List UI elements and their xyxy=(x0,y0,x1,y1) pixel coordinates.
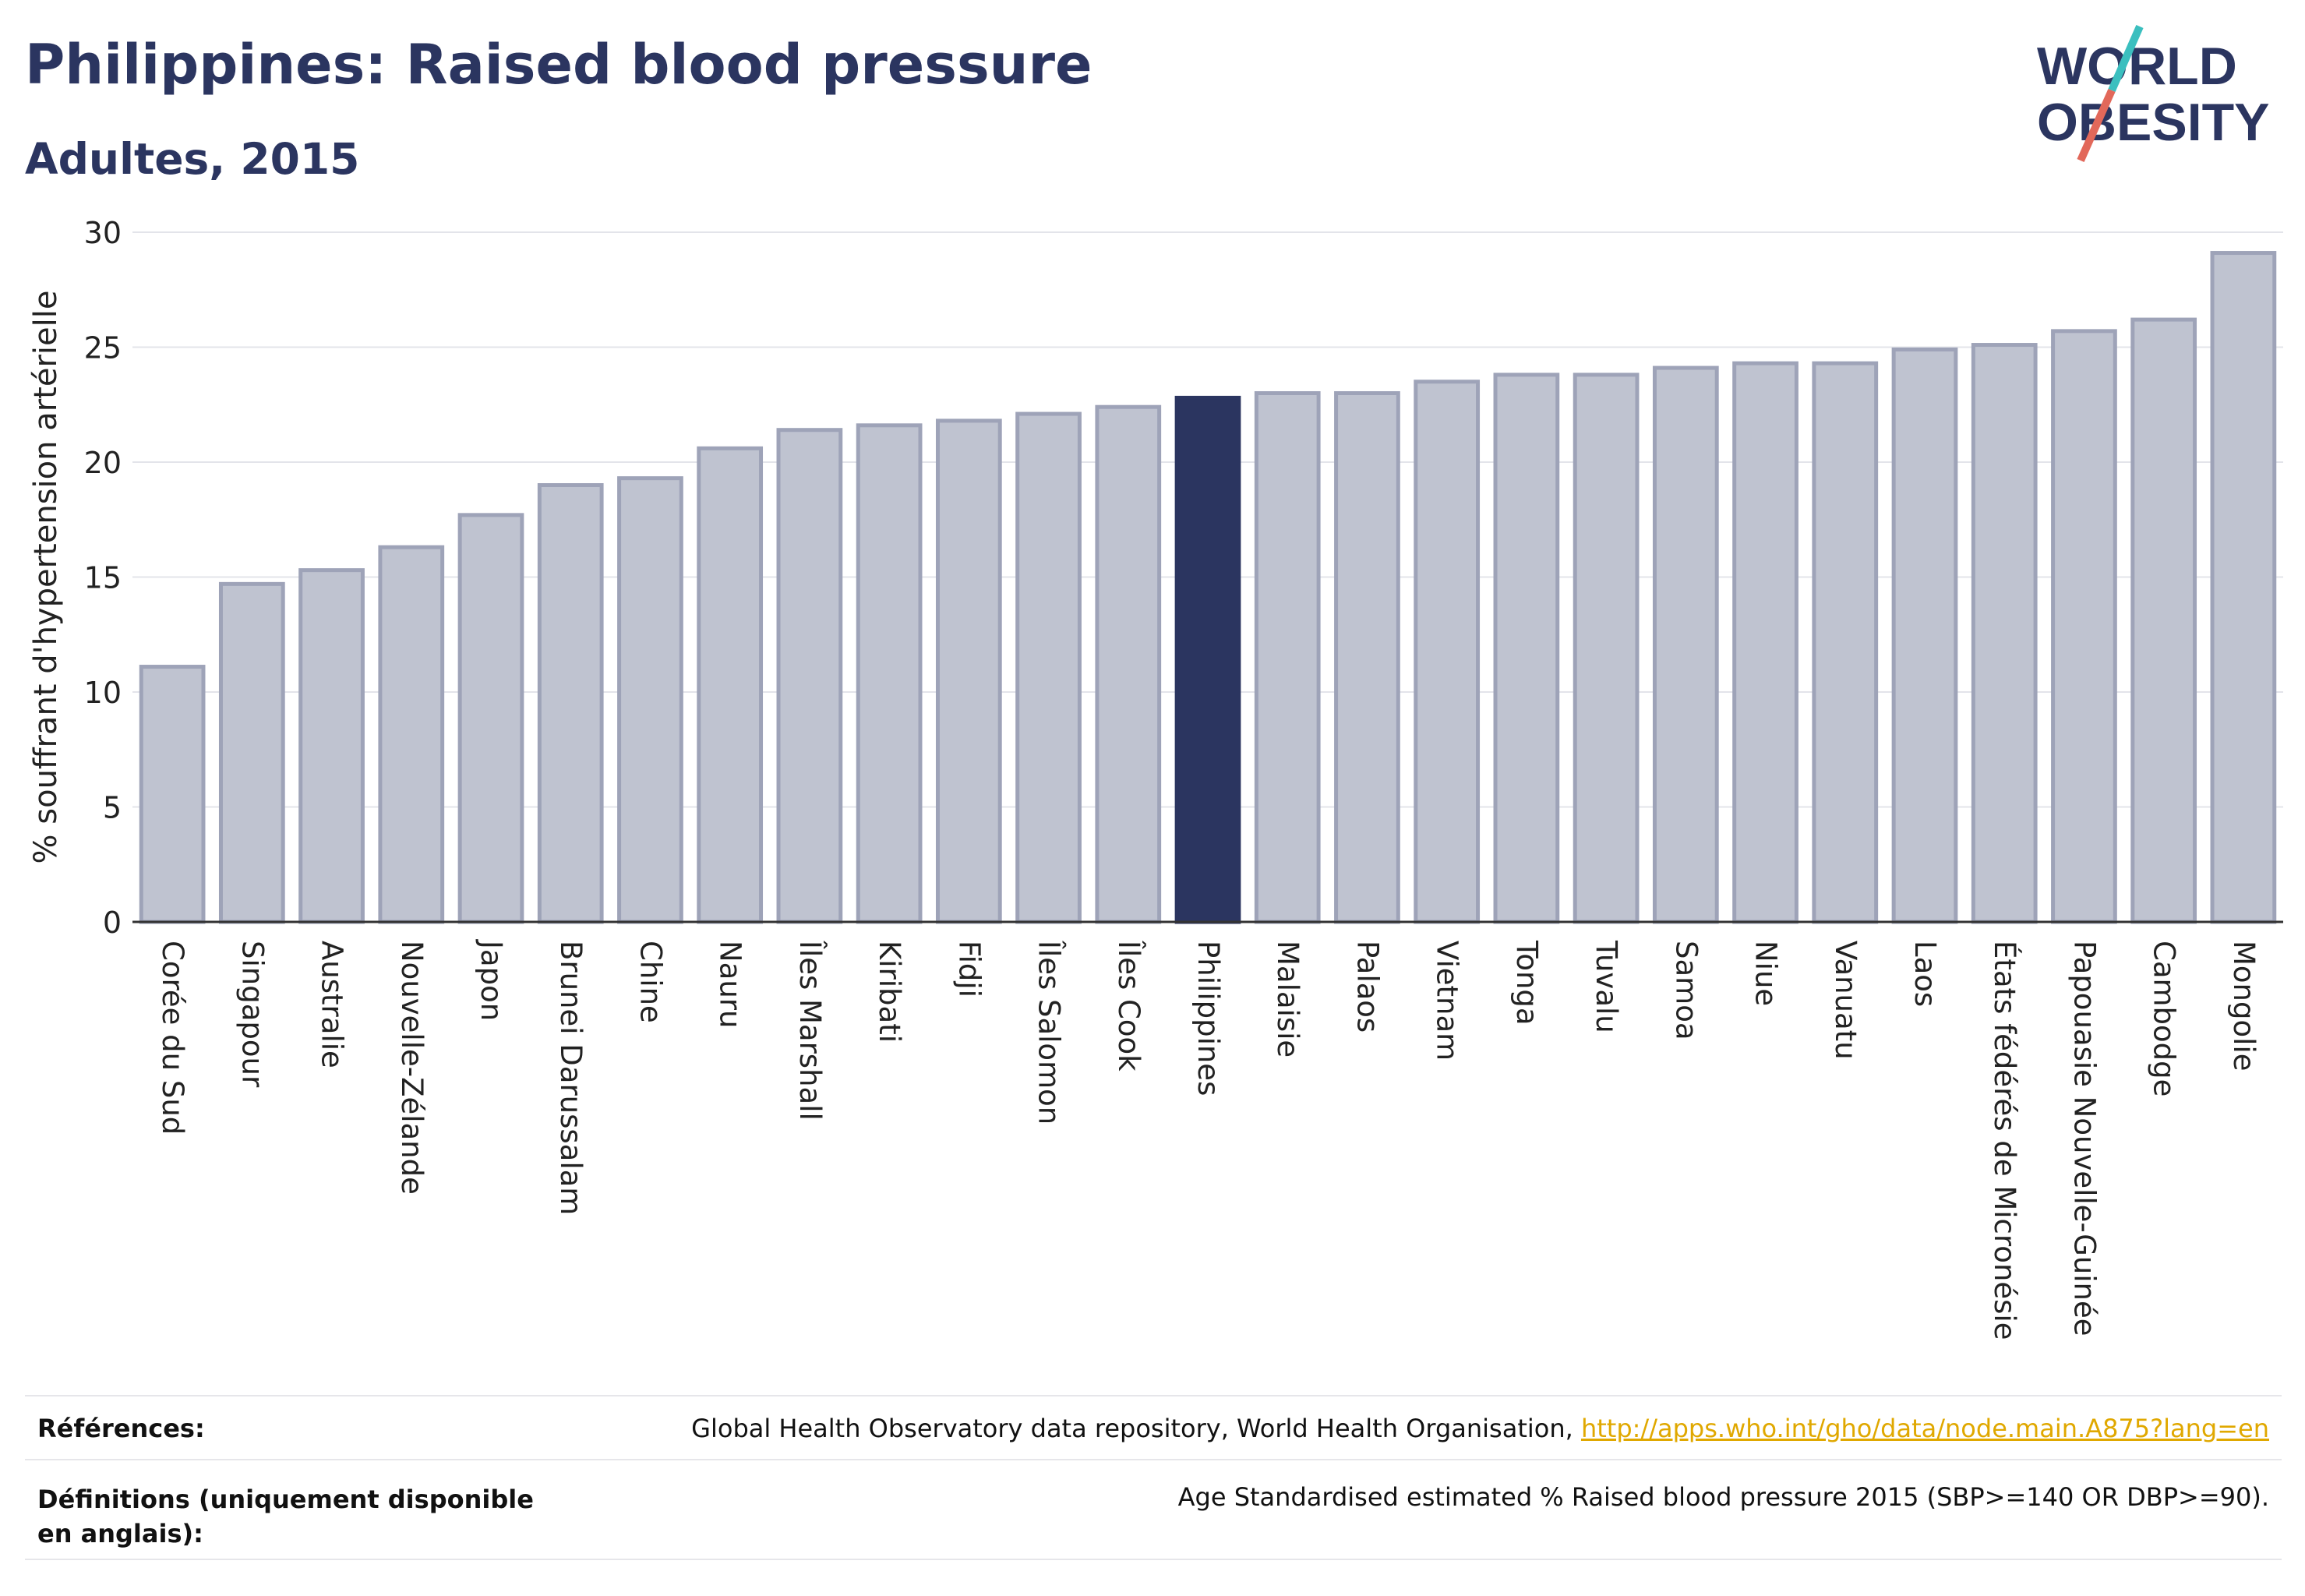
bar xyxy=(1015,411,1082,924)
definitions-label: Définitions (uniquement disponible en an… xyxy=(37,1485,534,1548)
bar xyxy=(697,446,764,924)
bar xyxy=(537,483,604,924)
x-tick-label: Japon xyxy=(475,939,508,1021)
bar xyxy=(1095,404,1162,924)
bar xyxy=(935,418,1002,924)
bar xyxy=(1891,347,1958,924)
bar xyxy=(1732,361,1798,924)
x-tick-label: Philippines xyxy=(1191,941,1225,1096)
bar xyxy=(139,665,206,924)
y-tick-label: 5 xyxy=(103,791,122,825)
references-text: Global Health Observatory data repositor… xyxy=(691,1414,1581,1443)
bar xyxy=(1971,343,2038,924)
x-tick-label: Tuvalu xyxy=(1590,940,1623,1033)
logo-graphic: WORLD OBESITY xyxy=(2037,24,2270,163)
bar-chart: 0 5 10 15 20 25 30 % souffrant d'hypertension a… xyxy=(28,216,2283,1340)
references-value: Global Health Observatory data repositor… xyxy=(691,1414,2269,1443)
bar xyxy=(2210,251,2277,924)
y-tick-label: 15 xyxy=(84,561,122,595)
bar xyxy=(1174,395,1241,924)
references-link[interactable]: http://apps.who.int/gho/data/node.main.A… xyxy=(1580,1414,2269,1443)
logo-slash-teal xyxy=(2108,24,2144,93)
bar xyxy=(378,545,445,924)
x-tick-label: Îles Salomon xyxy=(1032,940,1067,1125)
logo-line1: WORLD xyxy=(2037,37,2237,96)
x-tick-label: Singapour xyxy=(235,941,269,1088)
bar xyxy=(1573,373,1640,924)
x-tick-label: Australie xyxy=(316,941,349,1068)
bar xyxy=(2130,317,2197,924)
x-tick-label: Mongolie xyxy=(2227,941,2261,1071)
y-tick-label: 0 xyxy=(103,906,122,940)
x-tick-label: Vanuatu xyxy=(1829,941,1862,1060)
x-tick-label: Tonga xyxy=(1510,940,1544,1026)
x-tick-label: Niue xyxy=(1749,941,1783,1006)
definitions-value: Age Standardised estimated % Raised bloo… xyxy=(1177,1482,2269,1512)
x-tick-label: États fédérés de Micronésie xyxy=(1988,941,2022,1340)
bar xyxy=(457,513,524,924)
bar xyxy=(1334,391,1400,924)
bar xyxy=(1414,380,1481,924)
x-tick-label: Corée du Sud xyxy=(156,941,189,1135)
bar xyxy=(1254,391,1321,924)
logo-line2: OBESITY xyxy=(2037,93,2270,152)
x-tick-label: Kiribati xyxy=(873,941,906,1043)
bar xyxy=(218,581,285,924)
references-label: Références: xyxy=(37,1414,205,1443)
page-title: Philippines: Raised blood pressure xyxy=(25,33,1092,97)
x-tick-label: Laos xyxy=(1908,941,1942,1007)
x-tick-label: Nauru xyxy=(714,941,747,1028)
x-tick-label: Samoa xyxy=(1669,941,1703,1040)
x-tick-label: Brunei Darussalam xyxy=(554,941,588,1215)
bar xyxy=(1812,361,1879,924)
bar xyxy=(856,423,923,924)
bar xyxy=(1652,365,1719,924)
y-tick-label: 20 xyxy=(84,446,122,480)
x-tick-label: Cambodge xyxy=(2148,941,2181,1096)
bar xyxy=(2051,329,2117,924)
definitions-row: Définitions (uniquement disponible en an… xyxy=(25,1459,2282,1560)
y-tick-label: 25 xyxy=(84,331,122,365)
x-tick-label: Îles Cook xyxy=(1112,940,1146,1072)
bar xyxy=(298,568,365,924)
page-subtitle: Adultes, 2015 xyxy=(25,134,360,184)
y-tick-label: 10 xyxy=(84,676,122,710)
y-tick-label: 30 xyxy=(84,216,122,250)
x-tick-label: Fidji xyxy=(952,941,986,998)
y-axis-title: % souffrant d'hypertension artérielle xyxy=(28,291,64,864)
bar xyxy=(617,476,683,924)
bar xyxy=(776,428,843,924)
bar xyxy=(1493,373,1560,924)
logo-slash-red xyxy=(2077,88,2116,163)
x-tick-label: Vietnam xyxy=(1431,941,1464,1061)
x-tick-label: Nouvelle-Zélande xyxy=(395,941,429,1195)
x-tick-label: Chine xyxy=(634,941,667,1023)
x-tick-label: Malaisie xyxy=(1271,941,1304,1058)
x-tick-label: Papouasie Nouvelle-Guinée xyxy=(2067,941,2101,1336)
x-tick-label: Îles Marshall xyxy=(793,940,828,1121)
references-row: Références: Global Health Observatory da… xyxy=(25,1395,2282,1460)
world-obesity-logo: WORLD OBESITY xyxy=(2034,23,2291,164)
x-tick-label: Palaos xyxy=(1350,941,1384,1033)
